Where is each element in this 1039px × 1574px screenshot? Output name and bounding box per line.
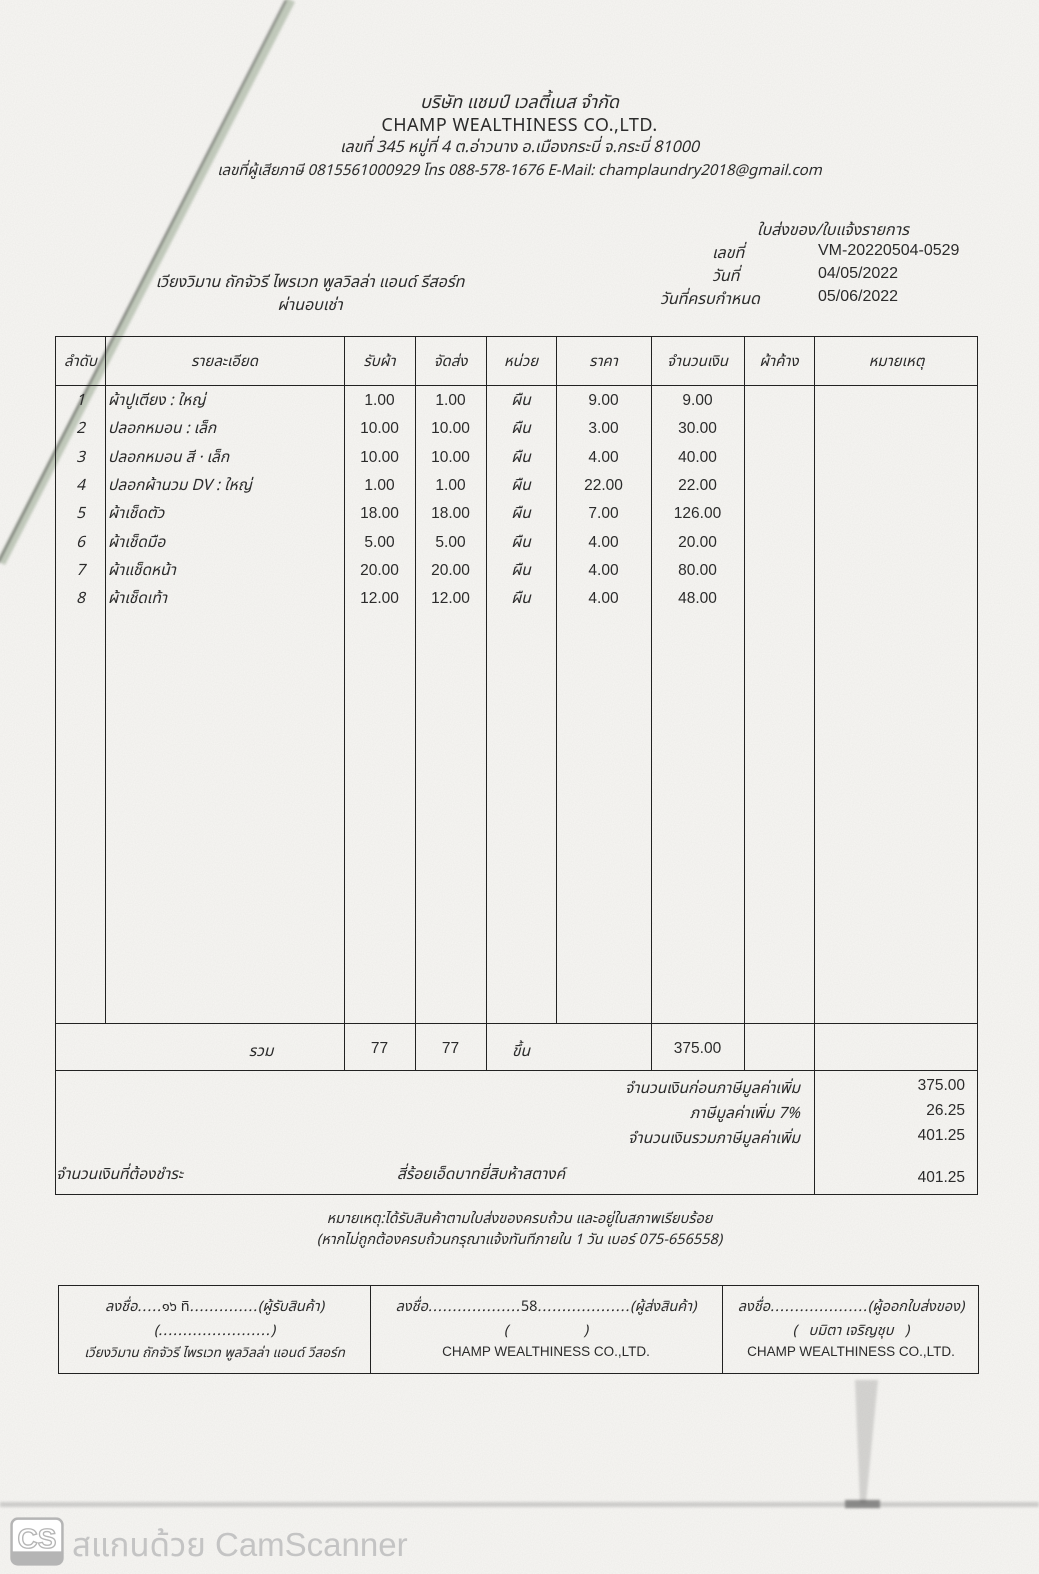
svg-text:CS: CS: [18, 1523, 57, 1554]
